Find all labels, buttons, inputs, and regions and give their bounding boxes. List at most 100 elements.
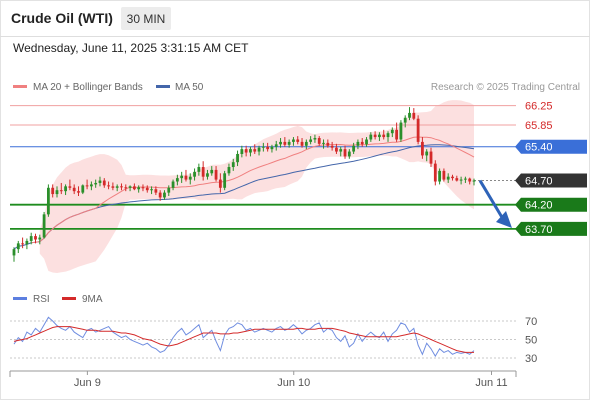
candle-body [210, 169, 214, 174]
timeframe-button[interactable]: 30 MIN [121, 7, 171, 30]
candle-body [472, 180, 476, 182]
candle [111, 182, 115, 191]
rsi-ma-legend-swatch [62, 297, 76, 300]
candle [360, 138, 364, 147]
candle-body [64, 186, 67, 192]
x-tick-label: Jun 9 [74, 377, 101, 389]
candle-body [141, 187, 145, 189]
level-tag-66-25: 66.25 [525, 101, 553, 113]
candle-body [313, 138, 317, 140]
candle [249, 146, 252, 157]
candle-body [98, 180, 102, 183]
level-tag-bg [515, 139, 587, 154]
candle [459, 176, 463, 185]
candle-body [102, 180, 106, 186]
candle-body [339, 149, 343, 152]
rsi-panel: 70 50 30 [10, 316, 537, 365]
candle-body [85, 185, 89, 187]
candle-body [442, 170, 446, 180]
candle [369, 132, 373, 142]
candle [132, 183, 136, 191]
candle-body [59, 190, 63, 192]
candle-body [335, 147, 338, 152]
candle [442, 168, 446, 182]
candle [51, 184, 55, 198]
candle [197, 163, 201, 176]
candle [94, 179, 98, 188]
candle-body [468, 178, 472, 182]
candle [403, 115, 407, 128]
candle-body [270, 146, 274, 150]
candle [261, 142, 265, 152]
bollinger-band-area [39, 100, 475, 273]
candle-body [193, 171, 196, 177]
candle [150, 186, 153, 195]
candle [124, 184, 128, 192]
x-tick-label: Jun 10 [277, 377, 310, 389]
candle-body [77, 191, 80, 193]
candle [214, 166, 218, 182]
bollinger-bands [39, 100, 475, 273]
ma50-legend-label: MA 50 [175, 82, 204, 93]
candle [472, 178, 476, 186]
candle [240, 145, 244, 158]
candle-body [343, 149, 347, 157]
candle [227, 163, 231, 176]
candle-body [455, 178, 459, 181]
candle [141, 184, 145, 192]
moving-averages [13, 136, 475, 250]
candle [59, 182, 63, 195]
candle [223, 170, 227, 191]
rsi-ma-legend-label: 9MA [82, 294, 103, 305]
candle-body [231, 162, 235, 168]
candle [304, 139, 308, 150]
candle [81, 184, 85, 195]
candle [137, 185, 141, 193]
candle [34, 233, 37, 244]
candle-body [240, 149, 244, 154]
candle [201, 161, 205, 181]
candle [412, 108, 416, 121]
candle [270, 144, 274, 153]
candle-body [287, 141, 291, 145]
candle [429, 147, 433, 168]
candle [253, 144, 257, 154]
level-tag-label: 63.70 [525, 224, 553, 236]
candle [266, 142, 270, 152]
candle [257, 145, 261, 156]
candle-body [137, 187, 141, 190]
rsi-legend-swatch [13, 297, 27, 300]
candle-body [382, 134, 386, 138]
candle-body [296, 139, 300, 142]
candle [231, 158, 235, 171]
candle [339, 146, 343, 157]
candle [451, 174, 454, 181]
candle [292, 137, 295, 146]
candle [425, 149, 429, 162]
instrument-title: Crude Oil (WTI) [11, 10, 113, 26]
candle [373, 131, 377, 140]
candle [317, 136, 321, 146]
candle [313, 134, 317, 143]
candle [180, 171, 184, 183]
candle [107, 181, 110, 190]
level-tag-63-70: 63.70 [515, 221, 587, 236]
candle [356, 139, 360, 150]
candle-body [279, 141, 282, 145]
candle-body [386, 133, 390, 138]
candle-body [292, 139, 295, 142]
candle-body [464, 178, 467, 180]
candle [455, 175, 459, 182]
x-tick-label: Jun 11 [475, 377, 507, 389]
candle-body [214, 169, 218, 180]
candle [236, 150, 239, 167]
candle [154, 186, 158, 196]
candle-body [317, 138, 321, 144]
candle [279, 138, 282, 148]
candle-body [158, 192, 162, 198]
candle-body [322, 142, 325, 144]
candle [433, 160, 437, 186]
candle [46, 184, 50, 217]
candle [438, 168, 442, 185]
timestamp: Wednesday, June 11, 2025 3:31:15 AM CET [13, 41, 249, 55]
